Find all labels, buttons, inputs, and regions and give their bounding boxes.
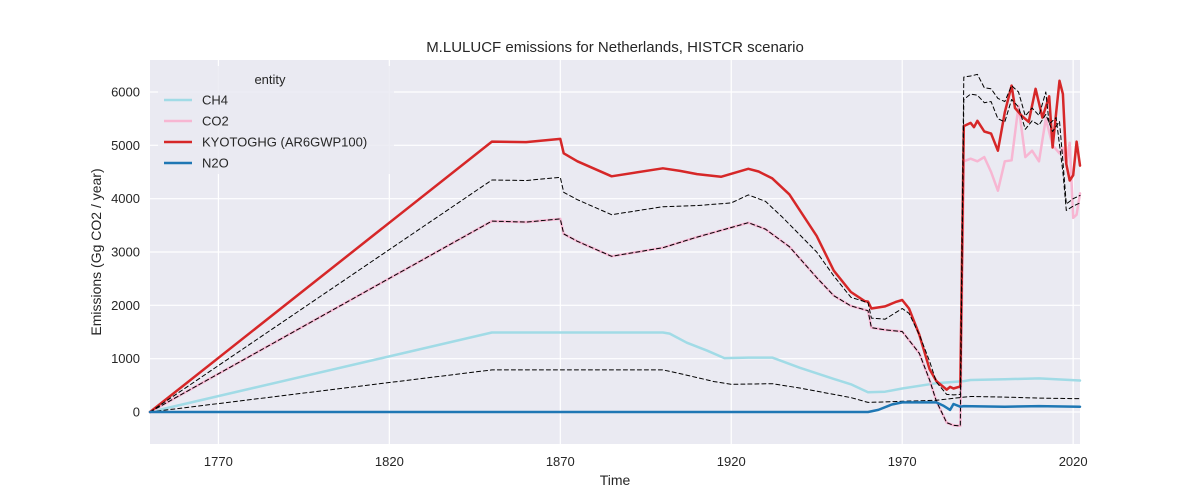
legend-label: N2O [202, 156, 229, 171]
x-tick-label: 1770 [204, 454, 233, 469]
series-group [148, 73, 1082, 428]
x-tick-label: 1870 [546, 454, 575, 469]
y-tick-label: 1000 [111, 351, 140, 366]
series-line-ch4 [148, 331, 1082, 414]
chart-title: M.LULUCF emissions for Netherlands, HIST… [426, 39, 804, 56]
grid [150, 60, 1080, 444]
legend-label: KYOTOGHG (AR6GWP100) [202, 135, 367, 150]
envelope-line-1 [149, 73, 1081, 413]
y-tick-label: 6000 [111, 85, 140, 100]
x-tick-label: 1820 [375, 454, 404, 469]
legend-entries: CH4 CO2 KYOTOGHG (AR6GWP100) N2O [164, 93, 367, 171]
legend-title: entity [254, 72, 286, 87]
legend-box [158, 66, 394, 174]
legend-label: CH4 [202, 93, 228, 108]
y-tick-label: 5000 [111, 138, 140, 153]
series-line-kyotoghg [148, 79, 1082, 414]
series-line-n2o [148, 401, 1082, 414]
y-tick-label: 3000 [111, 245, 140, 260]
y-tick-label: 0 [133, 405, 140, 420]
axis-ticks: 1770 1820 1870 1920 1970 2020 0 1000 2000 3000 400… [111, 85, 1088, 470]
x-tick-label: 1970 [888, 454, 917, 469]
legend-label: CO2 [202, 114, 229, 129]
x-axis-label: Time [600, 472, 631, 488]
x-tick-label: 1920 [717, 454, 746, 469]
legend: entity CH4 CO2 KYOTOGHG (AR6GWP100) N2O [158, 66, 394, 174]
y-axis-label: Emissions (Gg CO2 / year) [88, 168, 104, 335]
envelope-line-3 [149, 369, 1081, 413]
y-tick-label: 2000 [111, 298, 140, 313]
y-tick-label: 4000 [111, 191, 140, 206]
x-tick-label: 2020 [1059, 454, 1088, 469]
